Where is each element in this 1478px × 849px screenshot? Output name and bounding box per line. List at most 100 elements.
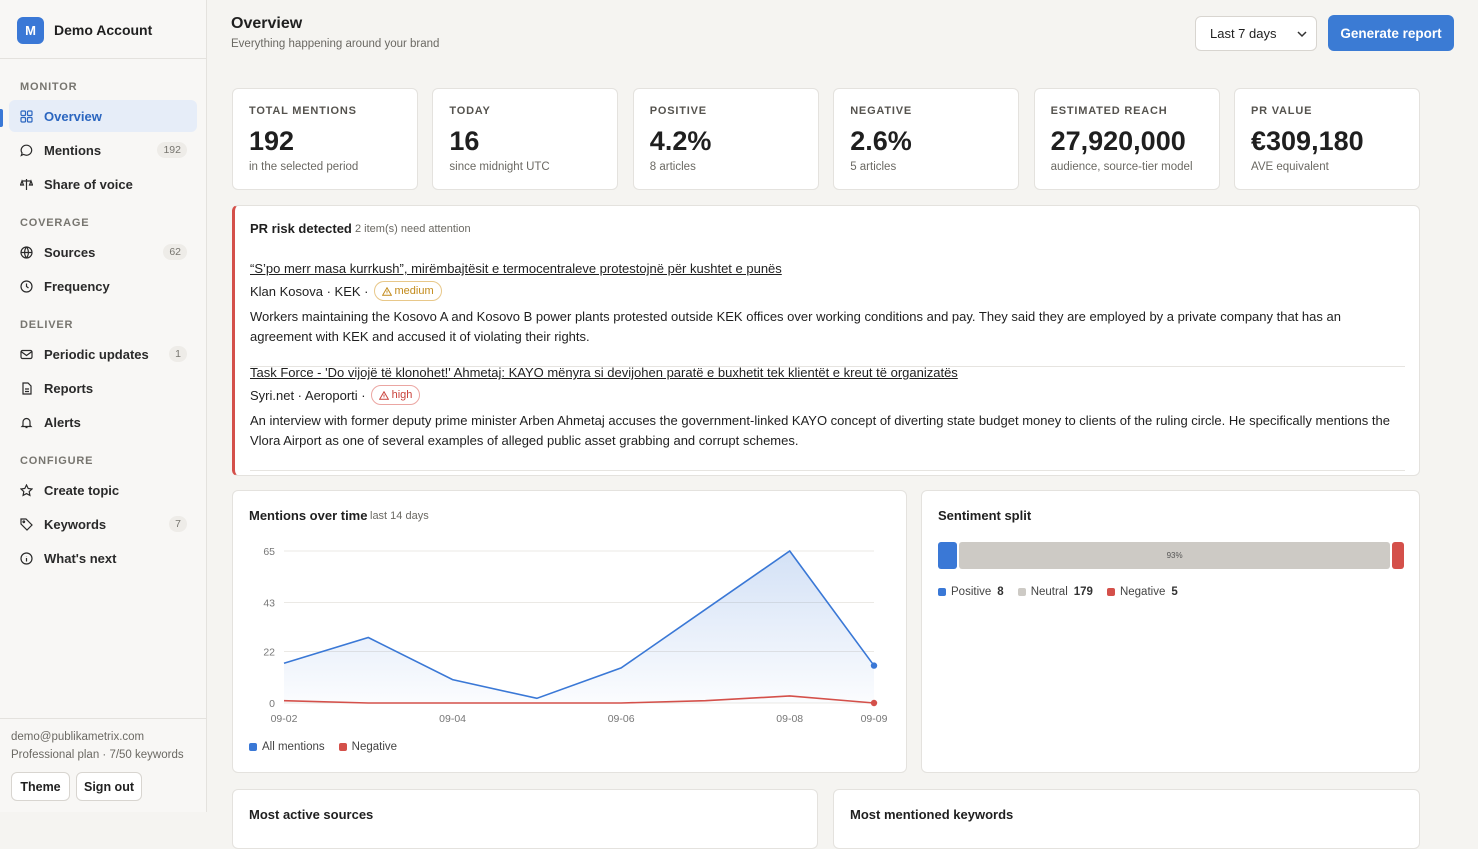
risk-item: “S’po merr masa kurrkush”, mirëmbajtësit… [250,261,1405,367]
nav-icon [20,551,33,565]
risk-subtitle: 2 item(s) need attention [355,223,471,235]
severity-label: high [391,389,413,401]
nav-icon [20,349,33,359]
icon-part [20,551,33,565]
account-name: Demo Account [54,22,153,38]
x-tick-label: 09-08 [776,713,803,725]
nav-item[interactable]: Create topic [9,474,197,506]
x-tick-label: 09-09 [861,713,888,725]
icon-part [22,519,26,523]
divider [0,718,206,719]
nav-label: What's next [44,550,117,566]
icon-part [20,116,27,123]
icon-part [20,245,33,259]
nav-item[interactable]: Keywords 7 [9,508,197,540]
stat-value: 2.6% [850,126,912,156]
stat-card: ESTIMATED REACH 27,920,000 audience, sourc… [1033,88,1220,190]
icon-part [21,246,32,258]
icon-part [22,381,32,395]
legend-swatch [249,743,257,751]
legend-entry: Negative [338,741,398,753]
icon-part [20,109,33,123]
nav-section: COVERAGE Sources 62 Frequency [0,212,206,302]
y-tick-label: 22 [263,647,275,659]
severity-badge: high [370,385,421,405]
nav-label: Mentions [44,142,102,158]
stat-label: TODAY [449,105,491,117]
legend-swatch [338,743,347,751]
nav-icon [22,381,32,395]
bar-segment: 93% [959,542,1390,569]
nav-label: Sources [44,244,96,260]
nav-icon [20,279,33,293]
icon-part [20,144,33,157]
legend-label: Positive [951,586,992,598]
icon-part [20,517,33,531]
card-title: Most active sources [249,807,374,822]
legend-label: Neutral [1030,586,1068,598]
risk-card: PR risk detected 2 item(s) need attentio… [232,205,1420,476]
chart-title: Mentions over time [249,508,368,523]
keywords-card: Most mentioned keywords [833,789,1420,849]
period-select[interactable]: Last 7 days [1195,16,1317,51]
legend-entry: All mentions [249,741,325,753]
nav-item[interactable]: Periodic updates 1 [9,338,197,370]
nav-item[interactable]: Share of voice [9,168,197,200]
icon-part [20,349,33,359]
severity-badge: medium [373,281,442,301]
legend-entry: Neutral 179 [1017,586,1093,598]
legend-swatch [1106,588,1115,596]
stat-card: TOTAL MENTIONS 192 in the selected period [232,88,418,190]
nav-item[interactable]: Sources 62 [9,236,197,268]
nav-item[interactable]: Reports [9,372,197,404]
sentiment-card: Sentiment split 93% Positive 8 Neutral 179 Neg… [921,490,1420,773]
icon-part [26,109,33,116]
legend-label: All mentions [262,741,325,753]
legend-count: 5 [1171,586,1178,598]
icon-part [20,178,33,190]
nav-label: Reports [44,380,94,396]
icon-part [20,279,33,293]
nav-item[interactable]: What's next [9,542,197,574]
legend-label: Negative [351,741,398,753]
nav-item[interactable]: Overview [9,100,197,132]
generate-report-button[interactable]: Generate report [1328,15,1454,51]
risk-headline[interactable]: Task Force - 'Do vijojë të klonohet!' Ah… [250,365,958,380]
icon-part [20,551,33,565]
nav-label: Frequency [44,278,110,294]
nav-count: 7 [169,516,187,532]
icon-part [25,387,29,392]
severity-label: medium [394,285,434,297]
icon-part [22,381,32,395]
icon-part [20,483,33,497]
icon-part [20,350,33,356]
y-tick-label: 0 [269,698,275,710]
x-tick-label: 09-06 [608,713,635,725]
risk-summary: Workers maintaining the Kosovo A and Kos… [250,309,1341,344]
theme-button[interactable]: Theme [11,772,70,801]
icon-part [378,390,389,400]
legend-entry: Positive 8 [938,586,1004,598]
sign-out-button[interactable]: Sign out [76,772,142,801]
user-email: demo@publikametrix.com [11,731,145,743]
icon-part [26,116,33,123]
nav-item[interactable]: Frequency [9,270,197,302]
stat-label: PR VALUE [1251,105,1313,117]
stat-label: ESTIMATED REACH [1050,105,1168,117]
nav-section-title: DELIVER [20,319,74,331]
risk-item: Task Force - 'Do vijojë të klonohet!' Ah… [250,365,1405,471]
line [283,695,875,704]
nav-label: Create topic [44,482,120,498]
stat-card: PR VALUE €309,180 AVE equivalent [1234,88,1420,190]
bar-segment [938,542,958,569]
nav-item[interactable]: Alerts [9,406,197,438]
nav-item[interactable]: Mentions 192 [9,134,197,166]
nav-icon [20,144,33,157]
risk-headline[interactable]: “S’po merr masa kurrkush”, mirëmbajtësit… [250,261,782,276]
stat-note: 8 articles [649,161,696,173]
icon-part [20,417,33,428]
legend-count: 8 [997,586,1004,598]
period-value: Last 7 days [1210,26,1277,41]
legend-swatch [938,588,946,596]
